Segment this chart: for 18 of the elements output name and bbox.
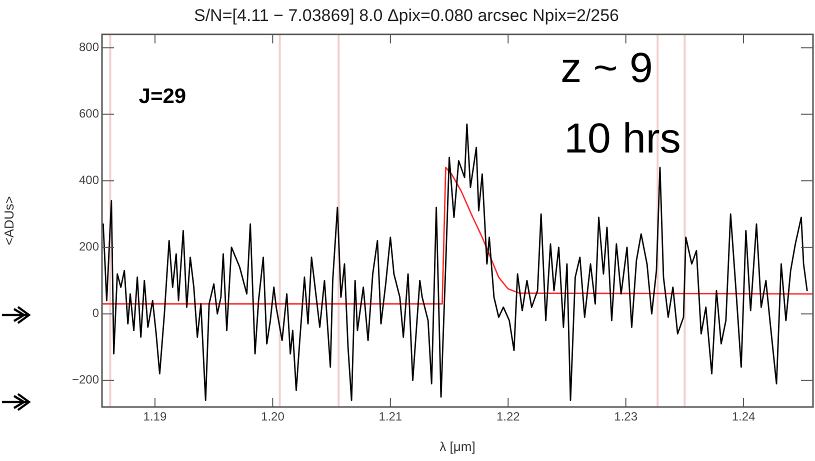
- annotation: J=29: [138, 84, 186, 108]
- x-tick-label: 1.22: [496, 410, 520, 424]
- chart-title: S/N=[4.11 − 7.03869] 8.0 Δpix=0.080 arcsec Npix=2/256: [194, 6, 619, 25]
- x-tick-label: 1.19: [143, 410, 167, 424]
- x-tick-label: 1.21: [378, 410, 402, 424]
- annotation: 10 hrs: [564, 114, 681, 162]
- y-tick-label: −200: [72, 372, 100, 387]
- y-tick-label: 200: [78, 240, 100, 254]
- x-tick-label: 1.24: [732, 410, 756, 424]
- y-tick-label: 600: [78, 106, 100, 121]
- y-tick-label: 0: [92, 306, 100, 320]
- y-axis-title: <ADUs>: [1, 196, 16, 246]
- y-tick-label: 400: [78, 173, 100, 188]
- x-tick-label: 1.23: [614, 410, 638, 424]
- y-tick-label: 800: [78, 40, 100, 54]
- x-tick-label: 1.20: [261, 410, 285, 424]
- annotation: z ~ 9: [560, 44, 653, 91]
- x-axis-title: λ [μm]: [440, 438, 476, 454]
